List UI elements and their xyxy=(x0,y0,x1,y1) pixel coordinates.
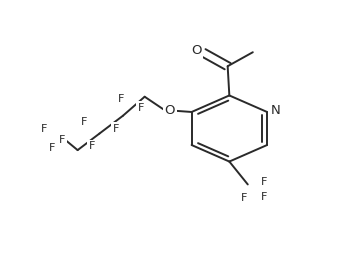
Text: O: O xyxy=(165,104,175,117)
Text: F: F xyxy=(261,177,268,187)
Text: F: F xyxy=(138,103,145,113)
Text: F: F xyxy=(81,117,88,127)
Text: F: F xyxy=(89,141,95,151)
Text: F: F xyxy=(261,192,268,202)
Text: F: F xyxy=(41,124,47,133)
Text: F: F xyxy=(241,194,248,203)
Text: F: F xyxy=(118,94,124,104)
Text: F: F xyxy=(59,135,66,145)
Text: O: O xyxy=(191,44,202,58)
Text: N: N xyxy=(271,104,280,117)
Text: F: F xyxy=(113,124,119,133)
Text: F: F xyxy=(49,143,56,153)
